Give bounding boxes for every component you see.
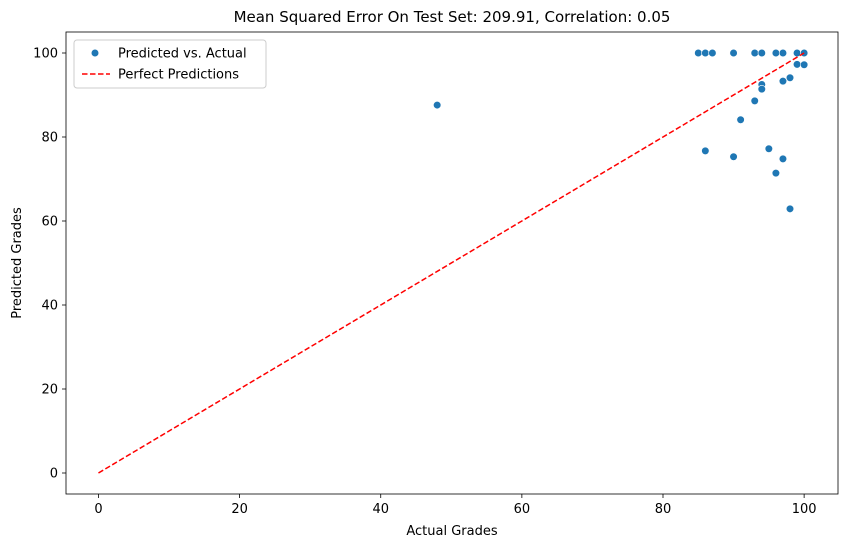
y-tick-label: 20	[41, 383, 58, 398]
y-tick-label: 0	[50, 467, 58, 482]
y-tick-label: 80	[41, 131, 58, 146]
plot-frame	[65, 31, 839, 495]
data-point	[708, 48, 717, 58]
data-point	[750, 96, 759, 105]
y-tick-label: 40	[41, 299, 58, 314]
data-point	[701, 48, 710, 58]
data-point	[778, 154, 788, 163]
y-tick-label: 60	[41, 215, 58, 230]
legend-box	[73, 39, 267, 89]
x-tick-label: 40	[372, 502, 389, 517]
x-tick-label: 20	[231, 502, 248, 517]
data-point	[694, 48, 703, 58]
y-axis-label: Predicted Grades	[10, 207, 25, 319]
x-tick-label: 0	[94, 502, 102, 517]
data-point	[771, 169, 781, 178]
legend-label: Predicted vs. Actual	[118, 47, 247, 62]
data-point	[785, 73, 795, 82]
data-point	[800, 60, 809, 69]
data-point	[785, 204, 795, 213]
data-point	[800, 48, 809, 58]
data-point	[729, 152, 738, 161]
data-point	[729, 48, 738, 58]
data-point	[778, 77, 788, 86]
data-point	[750, 48, 759, 58]
legend-marker-scatter	[90, 48, 100, 58]
perfect-prediction-line	[98, 52, 805, 474]
x-axis-label: Actual Grades	[406, 524, 497, 539]
y-tick-label: 100	[33, 47, 58, 62]
data-point	[778, 48, 788, 58]
data-point	[701, 146, 710, 155]
data-point	[433, 100, 442, 110]
data-point	[757, 48, 766, 58]
data-point	[792, 60, 802, 69]
x-tick-label: 100	[792, 502, 817, 517]
data-point	[764, 144, 773, 153]
data-point	[757, 85, 766, 94]
data-point	[771, 48, 781, 58]
legend: Predicted vs. Actual Perfect Predictions	[73, 39, 267, 89]
chart-title: Mean Squared Error On Test Set: 209.91, …	[234, 8, 671, 26]
legend-label: Perfect Predictions	[118, 68, 239, 83]
x-tick-label: 80	[655, 502, 672, 517]
x-tick-label: 60	[514, 502, 531, 517]
plot-area: 0 20 40 60 80 100 0 20 40 60 80 100	[33, 31, 839, 517]
data-point	[736, 115, 745, 124]
